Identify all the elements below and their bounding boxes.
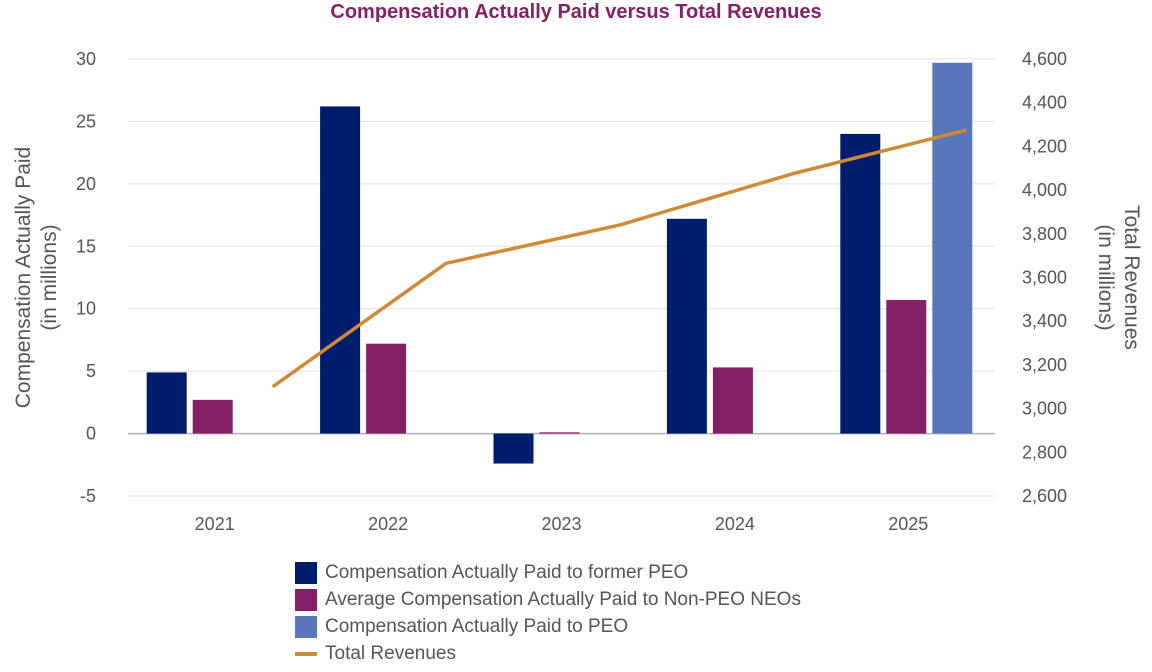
legend-item: Compensation Actually Paid to former PEO [295,559,801,586]
left-axis-tick-label: 20 [76,174,96,194]
left-axis-tick-label: 0 [86,424,96,444]
bar-2022-series-1 [320,106,361,434]
bar-2021-series-2 [192,399,233,434]
legend-item: Total Revenues [295,640,801,667]
x-axis-tick-label: 2021 [195,514,235,534]
left-axis-tick-label: 10 [76,299,96,319]
legend-label: Compensation Actually Paid to former PEO [325,561,689,583]
right-axis-tick-label: 3,600 [1022,268,1067,288]
bar-2022-series-2 [366,343,407,434]
right-axis-tick-label: 2,600 [1022,486,1067,506]
bar-2023-series-1 [493,433,534,464]
bar-2025-series-2 [886,299,927,434]
x-axis-tick-label: 2022 [368,514,408,534]
right-axis-tick-label: 4,600 [1022,49,1067,69]
bar-2025-series-1 [840,133,881,434]
bar-2024-series-2 [712,367,753,434]
revenue-line-layer [271,128,967,389]
x-axis-tick-label: 2023 [541,514,581,534]
legend-label: Total Revenues [325,642,456,664]
x-axis-tick-label: 2024 [715,514,755,534]
left-axis-tick-label: 5 [86,361,96,381]
x-axis-tick-label: 2025 [888,514,928,534]
legend: Compensation Actually Paid to former PEO… [295,559,801,667]
bars [146,62,973,464]
legend-item: Average Compensation Actually Paid to No… [295,586,801,613]
right-axis-tick-label: 4,200 [1022,136,1067,156]
bar-2024-series-1 [666,218,707,434]
right-axis-tick-label: 4,400 [1022,93,1067,113]
legend-color-swatch [295,561,317,584]
left-axis-tick-label: -5 [80,486,96,506]
axes: -50510152025302,6002,8003,0003,2003,4003… [12,49,1143,534]
legend-label: Compensation Actually Paid to PEO [325,615,629,637]
right-axis-tick-label: 4,000 [1022,180,1067,200]
right-axis-title: Total Revenues(in millions) [1094,205,1143,350]
right-axis-tick-label: 2,800 [1022,442,1067,462]
total-revenues-line [271,128,967,389]
legend-item: Compensation Actually Paid to PEO [295,613,801,640]
bar-2023-series-2 [539,432,580,434]
legend-color-swatch [295,588,317,611]
right-axis-tick-label: 3,400 [1022,311,1067,331]
legend-color-swatch [295,615,317,638]
bar-2025-series-3 [932,62,973,434]
left-axis-tick-label: 30 [76,49,96,69]
bar-2021-series-1 [146,372,187,434]
right-axis-tick-label: 3,000 [1022,399,1067,419]
right-axis-tick-label: 3,200 [1022,355,1067,375]
chart-title: Compensation Actually Paid versus Total … [330,1,822,23]
left-axis-tick-label: 15 [76,236,96,256]
left-axis-title: Compensation Actually Paid (in millions) [12,147,61,409]
right-axis-tick-label: 3,800 [1022,224,1067,244]
legend-label: Average Compensation Actually Paid to No… [325,588,801,610]
left-axis-tick-label: 25 [76,111,96,131]
legend-line-swatch [295,651,317,656]
